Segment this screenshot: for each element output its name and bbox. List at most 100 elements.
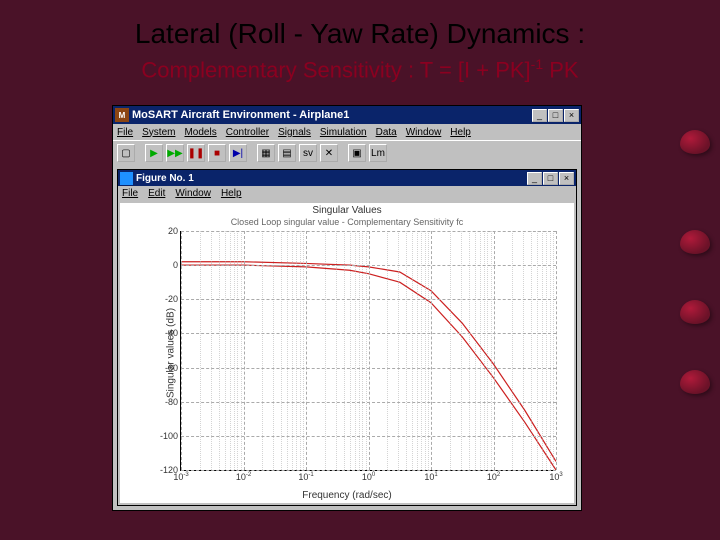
play2-icon[interactable]: ▶▶ bbox=[166, 144, 184, 162]
minimize-button[interactable]: _ bbox=[532, 109, 547, 122]
menu-simulation[interactable]: Simulation bbox=[320, 127, 367, 138]
gridline-v-minor bbox=[262, 231, 263, 470]
pause-icon[interactable]: ❚❚ bbox=[187, 144, 205, 162]
subtitle-post: PK bbox=[543, 57, 578, 82]
outer-toolbar: ▢▶▶▶❚❚■▶|▦▤sv✕▣Lm bbox=[113, 140, 581, 165]
menu-models[interactable]: Models bbox=[184, 127, 216, 138]
gridline-v-minor bbox=[362, 231, 363, 470]
gridline-h bbox=[181, 265, 556, 266]
gridline-v-minor bbox=[475, 231, 476, 470]
figure-titlebar: Figure No. 1 _□× bbox=[118, 170, 576, 186]
menu-signals[interactable]: Signals bbox=[278, 127, 311, 138]
subtitle-sup: -1 bbox=[531, 56, 543, 72]
xtra1-icon[interactable]: ▣ bbox=[348, 144, 366, 162]
menu-controller[interactable]: Controller bbox=[226, 127, 269, 138]
gridline-v-minor bbox=[553, 231, 554, 470]
gridline-h bbox=[181, 470, 556, 471]
menu-window[interactable]: Window bbox=[406, 127, 442, 138]
gridline-v-minor bbox=[484, 231, 485, 470]
slide-subtitle: Complementary Sensitivity : T = [I + PK]… bbox=[0, 56, 720, 83]
gridline-v-minor bbox=[366, 231, 367, 470]
menu-system[interactable]: System bbox=[142, 127, 175, 138]
y-tick-label: -40 bbox=[165, 328, 181, 338]
mosart-window: M MoSART Aircraft Environment - Airplane… bbox=[112, 105, 582, 511]
y-axis-label: Singular values (dB) bbox=[166, 308, 177, 398]
gridline-v-minor bbox=[480, 231, 481, 470]
gridline-v-minor bbox=[344, 231, 345, 470]
open-icon[interactable]: ▢ bbox=[117, 144, 135, 162]
gridline-v-minor bbox=[234, 231, 235, 470]
figure-icon bbox=[120, 172, 133, 185]
gridline-v-minor bbox=[296, 231, 297, 470]
play-icon[interactable]: ▶ bbox=[145, 144, 163, 162]
gridline-v-minor bbox=[303, 231, 304, 470]
x-tick-label: 10-1 bbox=[298, 470, 313, 482]
gridline-v-minor bbox=[350, 231, 351, 470]
lm-icon[interactable]: Lm bbox=[369, 144, 387, 162]
plot-area: Singular Values Closed Loop singular val… bbox=[120, 203, 574, 503]
gridline-v bbox=[431, 231, 432, 470]
bullet-icon bbox=[680, 130, 710, 154]
gridline-v-minor bbox=[537, 231, 538, 470]
gridline-v bbox=[244, 231, 245, 470]
menu-data[interactable]: Data bbox=[376, 127, 397, 138]
fig-menu-window[interactable]: Window bbox=[175, 188, 211, 199]
grid1-icon[interactable]: ▦ bbox=[257, 144, 275, 162]
fig-close-button[interactable]: × bbox=[559, 172, 574, 185]
fig-menu-file[interactable]: File bbox=[122, 188, 138, 199]
y-tick-label: -120 bbox=[160, 465, 181, 475]
maximize-button[interactable]: □ bbox=[548, 109, 563, 122]
y-tick-label: 0 bbox=[173, 260, 181, 270]
y-tick-label: 20 bbox=[168, 226, 181, 236]
x-tick-label: 102 bbox=[487, 470, 500, 482]
gridline-v-minor bbox=[398, 231, 399, 470]
bullet-icon bbox=[680, 370, 710, 394]
gridline-v-minor bbox=[211, 231, 212, 470]
gridline-h bbox=[181, 333, 556, 334]
step-icon[interactable]: ▶| bbox=[229, 144, 247, 162]
gridline-v-minor bbox=[237, 231, 238, 470]
gridline-v-minor bbox=[241, 231, 242, 470]
grid2-icon[interactable]: ▤ bbox=[278, 144, 296, 162]
gridline-h bbox=[181, 231, 556, 232]
gridline-v-minor bbox=[273, 231, 274, 470]
outer-window-buttons: _□× bbox=[532, 109, 579, 122]
gridline-v-minor bbox=[542, 231, 543, 470]
gridline-v-minor bbox=[292, 231, 293, 470]
fig-minimize-button[interactable]: _ bbox=[527, 172, 542, 185]
gridline-v bbox=[306, 231, 307, 470]
y-tick-label: -60 bbox=[165, 363, 181, 373]
bullet-icon bbox=[680, 300, 710, 324]
gridline-v-minor bbox=[428, 231, 429, 470]
gridline-h bbox=[181, 299, 556, 300]
y-tick-label: -80 bbox=[165, 397, 181, 407]
x-tick-label: 100 bbox=[362, 470, 375, 482]
close-button[interactable]: × bbox=[564, 109, 579, 122]
outer-window-title: MoSART Aircraft Environment - Airplane1 bbox=[132, 109, 532, 121]
gridline-h bbox=[181, 368, 556, 369]
fig-menu-help[interactable]: Help bbox=[221, 188, 242, 199]
menu-file[interactable]: File bbox=[117, 127, 133, 138]
fig-maximize-button[interactable]: □ bbox=[543, 172, 558, 185]
gridline-v-minor bbox=[412, 231, 413, 470]
x-tick-label: 101 bbox=[424, 470, 437, 482]
gridline-v-minor bbox=[325, 231, 326, 470]
plot-title: Singular Values bbox=[120, 205, 574, 216]
app-icon: M bbox=[115, 108, 129, 122]
menu-help[interactable]: Help bbox=[450, 127, 471, 138]
chart-axes: 10-310-210-1100101102103200-20-40-60-80-… bbox=[180, 231, 556, 471]
fig-menu-edit[interactable]: Edit bbox=[148, 188, 165, 199]
gridline-h bbox=[181, 402, 556, 403]
bk-icon[interactable]: ✕ bbox=[320, 144, 338, 162]
gridline-v bbox=[181, 231, 182, 470]
sv-icon[interactable]: sv bbox=[299, 144, 317, 162]
gridline-v bbox=[494, 231, 495, 470]
gridline-v bbox=[369, 231, 370, 470]
stop-icon[interactable]: ■ bbox=[208, 144, 226, 162]
x-tick-label: 103 bbox=[549, 470, 562, 482]
gridline-v-minor bbox=[523, 231, 524, 470]
slide-title: Lateral (Roll - Yaw Rate) Dynamics : bbox=[0, 0, 720, 50]
bullet-icon bbox=[680, 230, 710, 254]
gridline-v-minor bbox=[450, 231, 451, 470]
gridline-v-minor bbox=[355, 231, 356, 470]
